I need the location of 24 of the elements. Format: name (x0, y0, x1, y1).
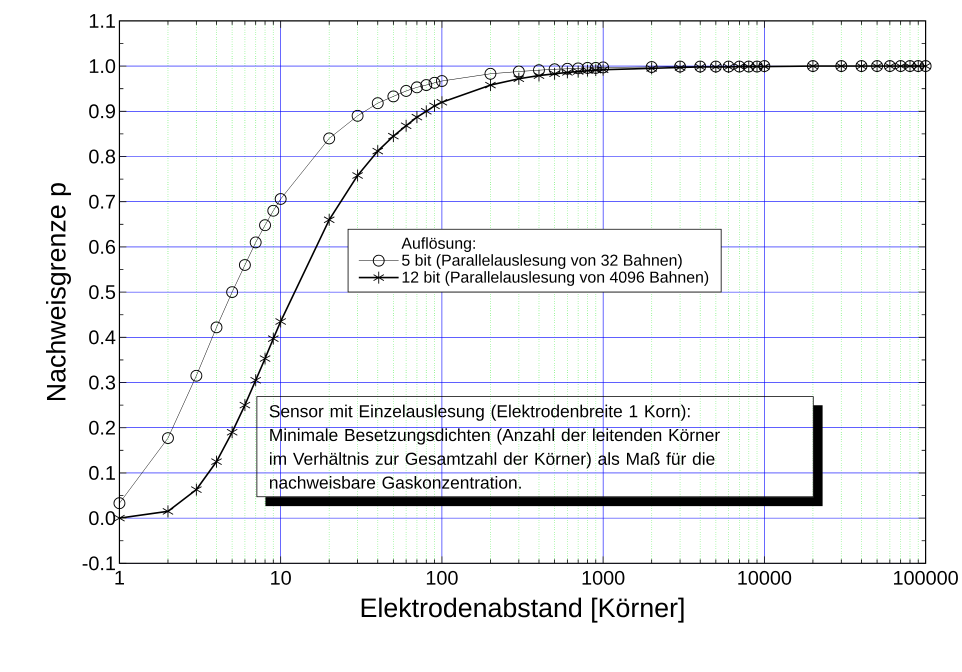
y-tick-label: 0.8 (89, 150, 116, 164)
y-tick-label: 0.9 (89, 104, 115, 118)
legend-label: 12 bit (Parallelauslesung von 4096 Bahnen) (402, 271, 708, 286)
x-tick-label: 10 (271, 570, 291, 585)
x-tick-label: 100000 (894, 570, 958, 585)
x-tick-label: 100 (426, 570, 458, 585)
y-tick-label: 0.3 (89, 376, 116, 390)
y-tick-label: -0.1 (82, 556, 115, 570)
y-tick-label: 0.1 (89, 466, 115, 480)
x-tick-label: 1 (115, 570, 124, 585)
y-tick-label: 0.2 (89, 420, 115, 435)
y-tick-label: 1.0 (90, 59, 116, 74)
y-tick-label: 0.0 (89, 511, 116, 526)
x-axis-title: Elektrodenabstand [Körner] (362, 598, 684, 623)
y-tick-label: 0.4 (89, 330, 116, 344)
y-axis-title: Nachweisgrenze p (46, 183, 71, 400)
y-tick-label: 0.5 (89, 285, 116, 300)
x-tick-label: 1000 (582, 570, 624, 585)
y-tick-label: 0.7 (89, 194, 115, 209)
y-tick-label: 1.1 (90, 14, 115, 28)
legend-label: 5 bit (Parallelauslesung von 32 Bahnen) (402, 254, 682, 270)
y-tick-label: 0.6 (89, 240, 116, 254)
legend-title: Auflösung: (401, 237, 475, 252)
x-tick-label: 10000 (738, 570, 792, 585)
